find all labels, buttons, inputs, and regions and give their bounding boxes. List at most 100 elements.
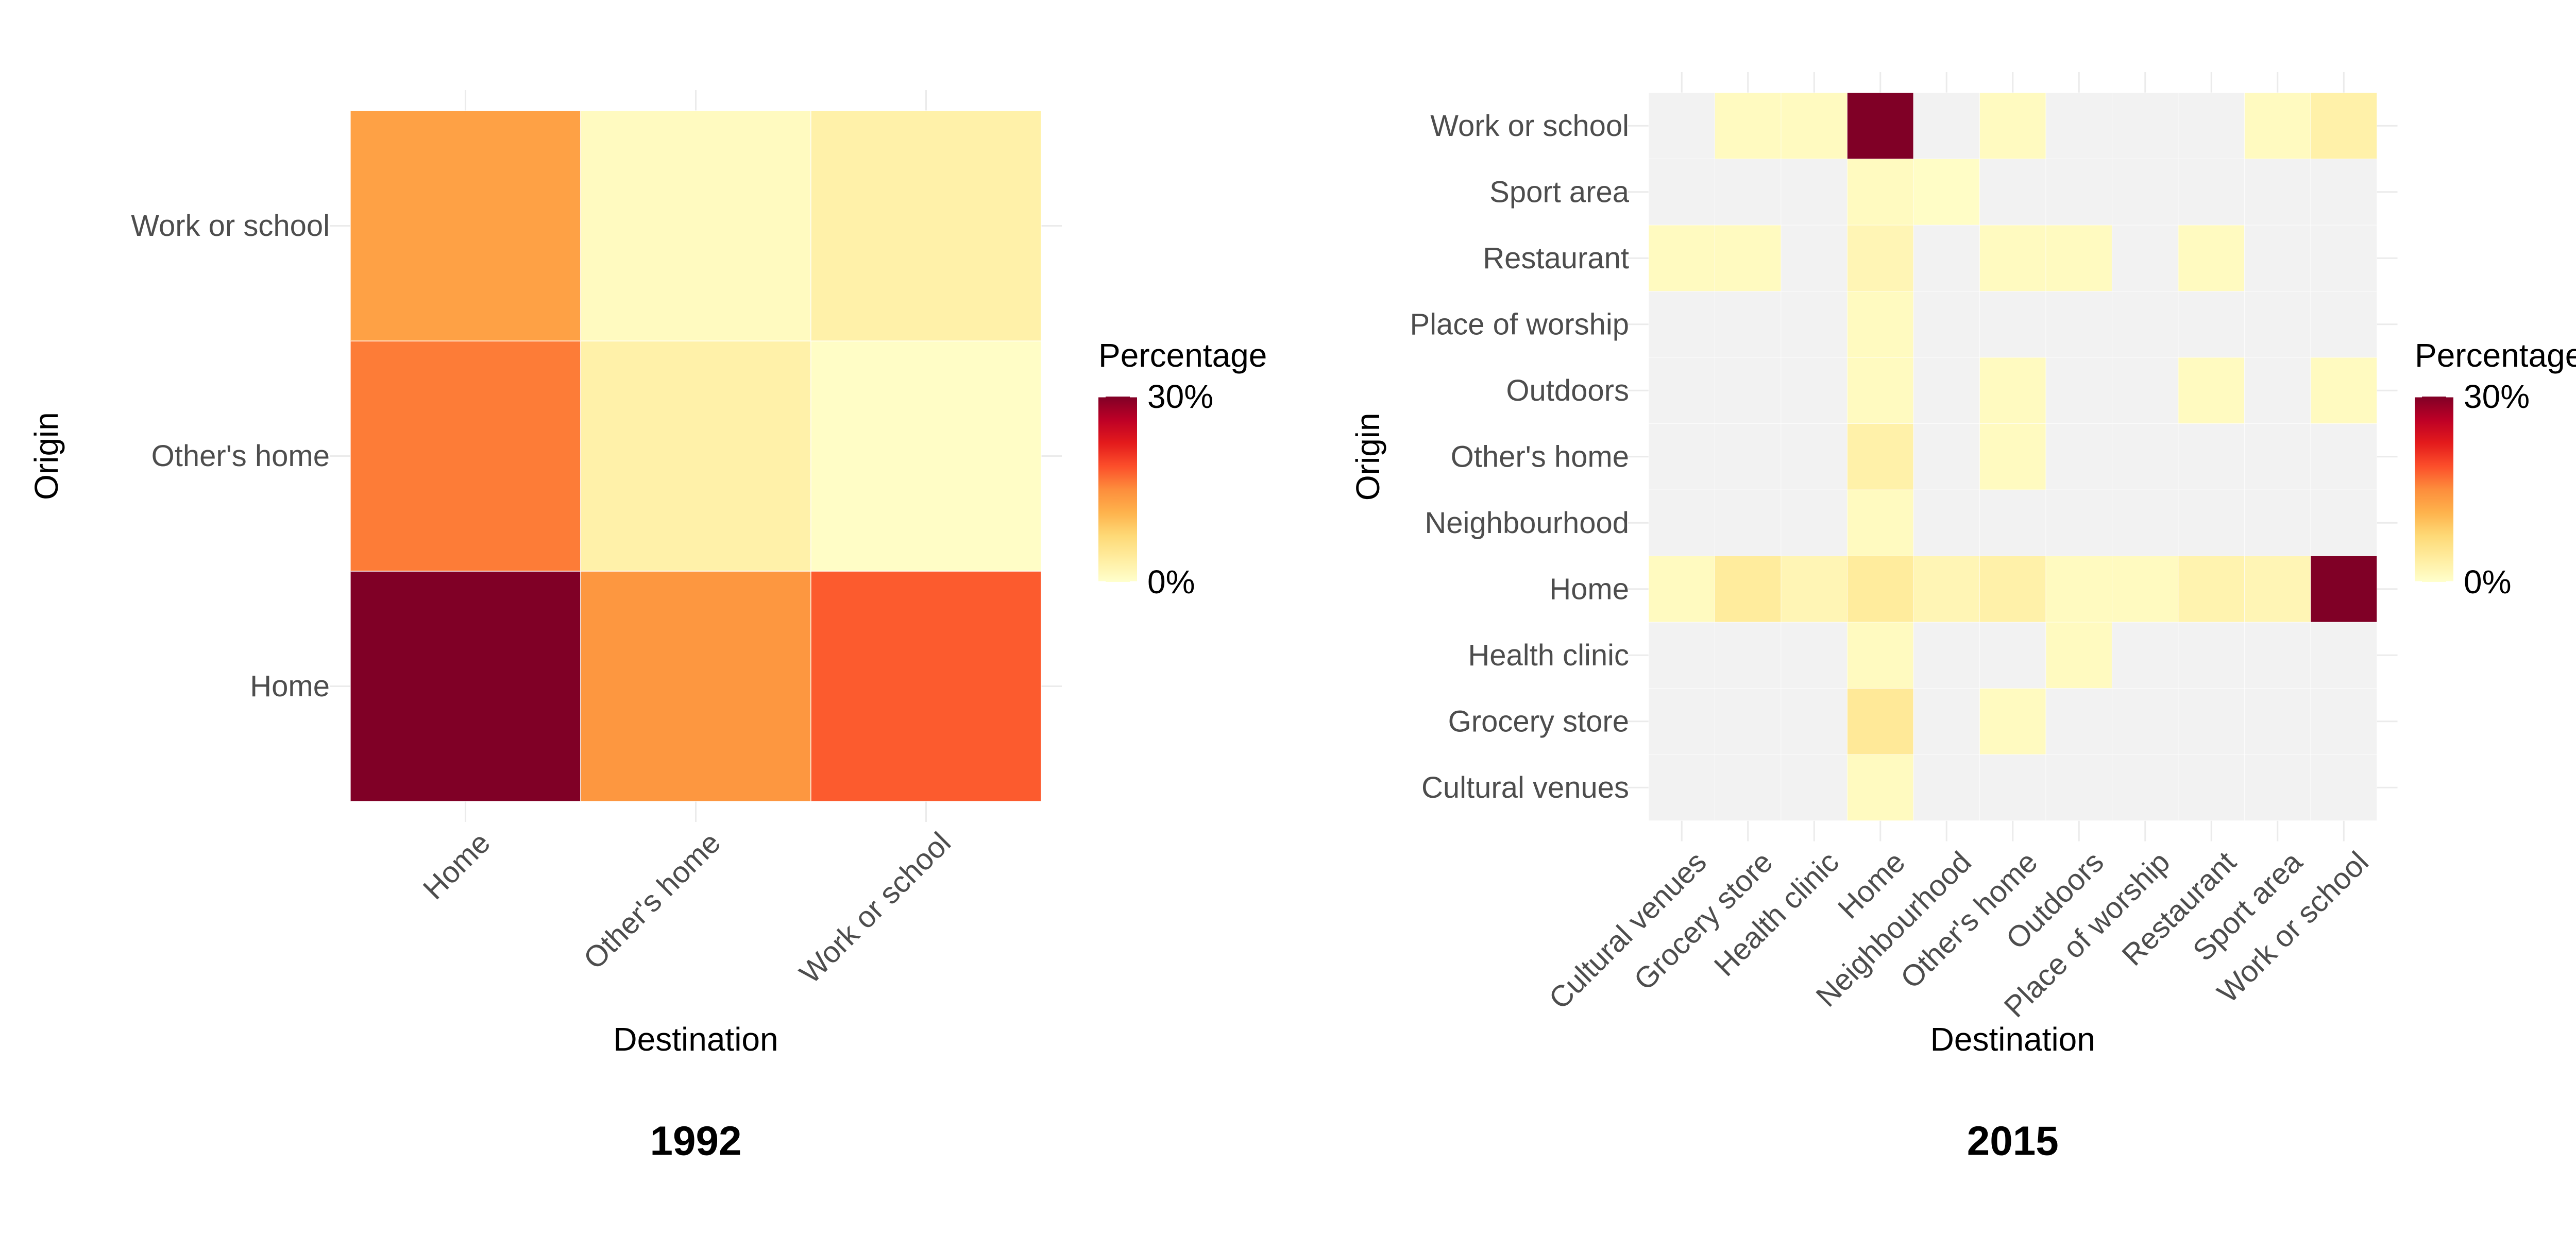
p2-cell-sport-area-to-outdoors (2045, 159, 2112, 226)
p2-cell-sport-area-to-restaurant (2178, 159, 2245, 226)
p2-cell-sport-area-to-work-or-school (2310, 159, 2377, 226)
p2-cell-grocery-store-to-restaurant (2178, 688, 2245, 755)
p1-y-tick-label: Home (250, 670, 330, 703)
p1-legend-title: Percentage (1098, 337, 1267, 374)
p2-cell-cultural-venues-to-sport-area (2244, 754, 2311, 821)
p2-cell-work-or-school-to-home (1847, 92, 1914, 159)
p2-cell-grocery-store-to-health-clinic (1781, 688, 1848, 755)
p2-cell-restaurant-to-work-or-school (2310, 225, 2377, 291)
p2-legend-min-label: 0% (2464, 563, 2512, 600)
panel-2015: Cultural venues Grocery store Health clini… (1349, 72, 2576, 1164)
p2-cell-other-s-home-to-work-or-school (2310, 423, 2377, 490)
p2-cell-health-clinic-to-home (1847, 622, 1914, 689)
p1-cell-work-or-school-to-work-or-school (810, 110, 1042, 341)
p1-cell-home-to-work-or-school (810, 571, 1042, 802)
p2-cell-health-clinic-to-work-or-school (2310, 622, 2377, 689)
p2-cell-grocery-store-to-grocery-store (1715, 688, 1782, 755)
p2-cell-health-clinic-to-place-of-worship (2112, 622, 2179, 689)
p2-cell-health-clinic-to-health-clinic (1781, 622, 1848, 689)
p1-panel-title: 1992 (650, 1118, 742, 1164)
p2-cell-cultural-venues-to-work-or-school (2310, 754, 2377, 821)
p2-cell-other-s-home-to-home (1847, 423, 1914, 490)
p2-cell-neighbourhood-to-place-of-worship (2112, 489, 2179, 556)
p2-cell-other-s-home-to-place-of-worship (2112, 423, 2179, 490)
p2-cell-cultural-venues-to-other-s-home (1979, 754, 2046, 821)
p2-legend-title: Percentage (2415, 337, 2576, 374)
p2-cell-cultural-venues-to-neighbourhood (1913, 754, 1980, 821)
p1-cell-work-or-school-to-other-s-home (580, 110, 811, 341)
p2-cell-neighbourhood-to-cultural-venues (1648, 489, 1715, 556)
p2-cell-place-of-worship-to-outdoors (2045, 291, 2112, 358)
p2-cell-health-clinic-to-outdoors (2045, 622, 2112, 689)
p2-y-axis-title: Origin (1349, 413, 1386, 501)
p2-cell-sport-area-to-home (1847, 159, 1914, 226)
p2-cell-work-or-school-to-cultural-venues (1648, 92, 1715, 159)
p2-cell-sport-area-to-cultural-venues (1648, 159, 1715, 226)
p2-cell-health-clinic-to-cultural-venues (1648, 622, 1715, 689)
p2-cell-other-s-home-to-health-clinic (1781, 423, 1848, 490)
p2-cell-place-of-worship-to-home (1847, 291, 1914, 358)
p2-cell-place-of-worship-to-place-of-worship (2112, 291, 2179, 358)
p2-cell-restaurant-to-cultural-venues (1648, 225, 1715, 291)
p2-cell-sport-area-to-neighbourhood (1913, 159, 1980, 226)
p2-panel-title: 2015 (1967, 1118, 2059, 1164)
p2-cell-health-clinic-to-other-s-home (1979, 622, 2046, 689)
p2-y-tick-label: Sport area (1489, 175, 1630, 209)
p2-cell-place-of-worship-to-neighbourhood (1913, 291, 1980, 358)
p1-cell-home-to-home (350, 571, 581, 802)
p1-y-tick-label: Work or school (131, 209, 330, 243)
p2-cell-outdoors-to-other-s-home (1979, 357, 2046, 424)
p2-x-axis-title: Destination (1930, 1021, 2095, 1058)
p2-cell-restaurant-to-grocery-store (1715, 225, 1782, 291)
panels: Home Other's home Work or school Home Other'… (28, 72, 2576, 1164)
p2-cell-outdoors-to-restaurant (2178, 357, 2245, 424)
p2-cell-neighbourhood-to-health-clinic (1781, 489, 1848, 556)
p2-cell-place-of-worship-to-cultural-venues (1648, 291, 1715, 358)
p2-cell-work-or-school-to-other-s-home (1979, 92, 2046, 159)
p2-legend-colorbar (2415, 397, 2453, 582)
p2-cell-home-to-outdoors (2045, 556, 2112, 623)
p2-cell-outdoors-to-sport-area (2244, 357, 2311, 424)
p2-cell-outdoors-to-place-of-worship (2112, 357, 2179, 424)
p2-cell-cultural-venues-to-cultural-venues (1648, 754, 1715, 821)
p1-cell-home-to-other-s-home (580, 571, 811, 802)
p2-y-tick-label: Outdoors (1506, 374, 1629, 407)
panel-1992: Home Other's home Work or school Home Other'… (28, 90, 1267, 1164)
p2-cell-grocery-store-to-outdoors (2045, 688, 2112, 755)
p2-cell-other-s-home-to-restaurant (2178, 423, 2245, 490)
p2-cell-sport-area-to-place-of-worship (2112, 159, 2179, 226)
p2-cell-other-s-home-to-neighbourhood (1913, 423, 1980, 490)
p2-cell-work-or-school-to-outdoors (2045, 92, 2112, 159)
p2-cell-restaurant-to-sport-area (2244, 225, 2311, 291)
p2-cell-grocery-store-to-place-of-worship (2112, 688, 2179, 755)
p2-cell-outdoors-to-grocery-store (1715, 357, 1782, 424)
p2-cell-outdoors-to-outdoors (2045, 357, 2112, 424)
p2-y-tick-label: Cultural venues (1421, 771, 1629, 804)
p1-x-axis-title: Destination (613, 1021, 778, 1058)
p1-x-tick-label: Other's home (577, 826, 727, 976)
p2-cell-neighbourhood-to-outdoors (2045, 489, 2112, 556)
p2-cell-outdoors-to-health-clinic (1781, 357, 1848, 424)
p2-cell-grocery-store-to-cultural-venues (1648, 688, 1715, 755)
p2-cell-work-or-school-to-sport-area (2244, 92, 2311, 159)
p2-cell-work-or-school-to-grocery-store (1715, 92, 1782, 159)
p2-cell-work-or-school-to-work-or-school (2310, 92, 2377, 159)
p2-cell-other-s-home-to-grocery-store (1715, 423, 1782, 490)
p2-cell-home-to-grocery-store (1715, 556, 1782, 623)
p2-cell-home-to-cultural-venues (1648, 556, 1715, 623)
p2-cell-sport-area-to-other-s-home (1979, 159, 2046, 226)
p2-cell-grocery-store-to-neighbourhood (1913, 688, 1980, 755)
p2-cell-place-of-worship-to-health-clinic (1781, 291, 1848, 358)
p2-cell-work-or-school-to-health-clinic (1781, 92, 1848, 159)
p2-cell-neighbourhood-to-neighbourhood (1913, 489, 1980, 556)
p2-cell-place-of-worship-to-sport-area (2244, 291, 2311, 358)
p2-cell-restaurant-to-place-of-worship (2112, 225, 2179, 291)
p2-cell-place-of-worship-to-restaurant (2178, 291, 2245, 358)
p2-cell-restaurant-to-other-s-home (1979, 225, 2046, 291)
p2-cell-restaurant-to-home (1847, 225, 1914, 291)
p2-cell-place-of-worship-to-other-s-home (1979, 291, 2046, 358)
p2-cell-place-of-worship-to-work-or-school (2310, 291, 2377, 358)
p2-cell-home-to-other-s-home (1979, 556, 2046, 623)
p2-cell-sport-area-to-grocery-store (1715, 159, 1782, 226)
p1-cell-other-s-home-to-home (350, 340, 581, 572)
